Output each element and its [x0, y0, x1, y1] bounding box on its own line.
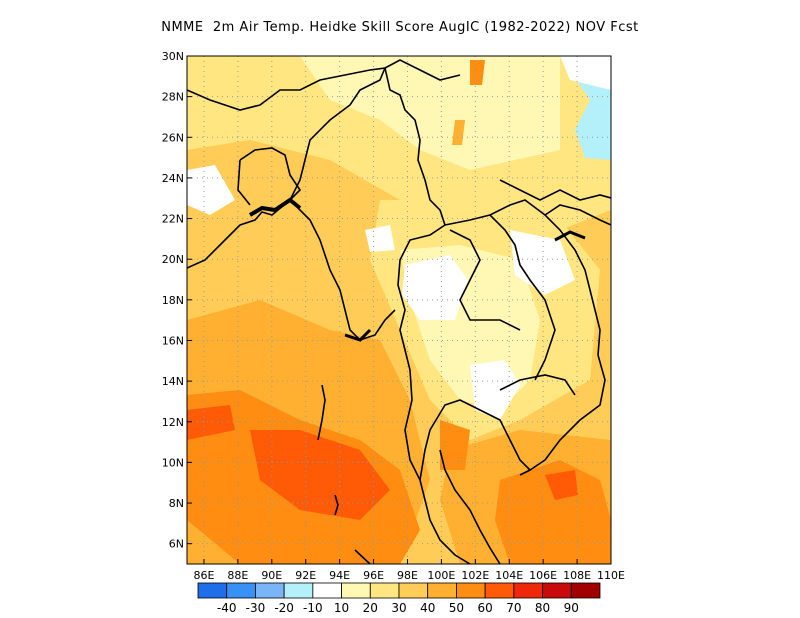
- coast-china-south: [499, 179, 611, 201]
- grid-lines: [187, 56, 611, 564]
- border-cambodia: [499, 374, 576, 396]
- x-tick-label: 98E: [397, 569, 418, 582]
- colorbar-label: -20: [274, 601, 294, 615]
- colorbar-swatch: [369, 582, 400, 599]
- x-tick-label: 110E: [597, 569, 625, 582]
- x-tick-label: 106E: [529, 569, 557, 582]
- map-title: NMME 2m Air Temp. Heidke Skill Score Aug…: [161, 20, 639, 35]
- x-tick-label: 108E: [563, 569, 591, 582]
- ganges-delta: [248, 197, 302, 217]
- colorbar-label: 70: [506, 601, 521, 615]
- gulf-of-tonkin-coast: [554, 230, 586, 242]
- field-cambodia-white: [470, 360, 520, 420]
- coast-malay-peninsula: [419, 449, 501, 564]
- colorbar-swatch: [484, 582, 515, 599]
- colorbar-label: 80: [535, 601, 550, 615]
- colorbar-label: 30: [391, 601, 406, 615]
- y-tick-label: 24N: [162, 172, 184, 185]
- x-tick-label: 86E: [193, 569, 214, 582]
- border-thailand-north: [449, 229, 521, 331]
- colorbar: -40 -30 -20 -10 10 20 30 40 50 60 70 80 90: [197, 582, 601, 615]
- y-tick-label: 28N: [162, 91, 184, 104]
- colorbar-label: -30: [246, 601, 266, 615]
- border-bangladesh: [239, 147, 302, 201]
- colorbar-swatch: [255, 582, 285, 599]
- y-tick-label: 12N: [162, 416, 184, 429]
- field-north-pale: [300, 56, 560, 170]
- colorbar-swatch: [570, 582, 601, 599]
- colorbar-label: 20: [363, 601, 378, 615]
- y-tick-label: 16N: [162, 334, 184, 347]
- y-tick-label: 10N: [162, 456, 184, 469]
- y-tick-label: 30N: [162, 50, 184, 63]
- border-china-north: [384, 59, 461, 81]
- x-tick-label: 88E: [227, 569, 248, 582]
- field-bay-west-max: [187, 405, 235, 440]
- field-thailand-white: [402, 255, 468, 320]
- y-tick-label: 6N: [169, 538, 184, 551]
- irrawaddy-delta: [344, 328, 372, 342]
- border-myanmar-thailand: [397, 224, 446, 481]
- field-china-white: [560, 56, 611, 90]
- y-tick-label: 20N: [162, 253, 184, 266]
- island-sumatra: [354, 549, 371, 564]
- x-tick-label: 94E: [329, 569, 350, 582]
- colorbar-label: 40: [420, 601, 435, 615]
- colorbar-swatch: [197, 582, 228, 599]
- colorbar-swatch: [542, 582, 572, 599]
- colorbar-swatch: [312, 582, 342, 599]
- border-india-china: [187, 67, 386, 111]
- colorbar-label: 90: [564, 601, 579, 615]
- x-tick-label: 90E: [261, 569, 282, 582]
- border-myanmar-china: [384, 67, 446, 226]
- colorbar-label: -10: [303, 601, 323, 615]
- y-tick-label: 26N: [162, 131, 184, 144]
- field-north-spot: [470, 60, 485, 85]
- field-laos-white: [510, 230, 575, 295]
- field-bay-max: [250, 430, 390, 520]
- border-myanmar-west: [289, 67, 386, 201]
- field-gulf-hot: [440, 420, 470, 470]
- border-bangladesh-india: [237, 159, 251, 206]
- colorbar-swatch: [398, 582, 429, 599]
- island-nicobar: [334, 494, 339, 516]
- field-north-spot2: [452, 120, 465, 145]
- colorbar-swatch: [283, 582, 314, 599]
- skill-score-field: [187, 56, 611, 564]
- island-andaman: [317, 384, 326, 441]
- x-tick-label: 102E: [461, 569, 489, 582]
- border-laos-vietnam: [489, 199, 601, 356]
- colorbar-label: 10: [334, 601, 349, 615]
- colorbar-swatch: [341, 582, 371, 599]
- colorbar-label: -40: [217, 601, 237, 615]
- colorbar-label: 60: [478, 601, 493, 615]
- colorbar-swatch: [226, 582, 256, 599]
- plot-frame: [186, 55, 612, 565]
- y-tick-label: 22N: [162, 213, 184, 226]
- y-axis-ticks: 6N 8N 10N 12N 14N 16N 18N 20N 22N 24N 26N 28N 30N: [162, 50, 192, 551]
- y-tick-label: 14N: [162, 375, 184, 388]
- border-thailand-laos: [444, 214, 556, 381]
- field-myanmar-white: [365, 225, 395, 252]
- x-tick-label: 92E: [295, 569, 316, 582]
- field-nw-white: [187, 165, 235, 215]
- field-scs-max: [545, 470, 578, 500]
- field-scs-hot: [495, 460, 611, 564]
- x-tick-label: 104E: [495, 569, 523, 582]
- colorbar-swatch: [456, 582, 486, 599]
- y-tick-label: 18N: [162, 294, 184, 307]
- colorbar-label: 50: [449, 601, 464, 615]
- coast-gulf-of-thailand: [419, 399, 531, 481]
- colorbar-swatch: [513, 582, 543, 599]
- coast-vietnam: [519, 204, 611, 476]
- x-tick-label: 96E: [363, 569, 384, 582]
- y-tick-label: 8N: [169, 497, 184, 510]
- x-tick-label: 100E: [427, 569, 455, 582]
- x-axis-ticks: 86E 88E 90E 92E 94E 96E 98E 100E 102E 104E 106E 108…: [193, 559, 625, 582]
- colorbar-swatch: [427, 582, 457, 599]
